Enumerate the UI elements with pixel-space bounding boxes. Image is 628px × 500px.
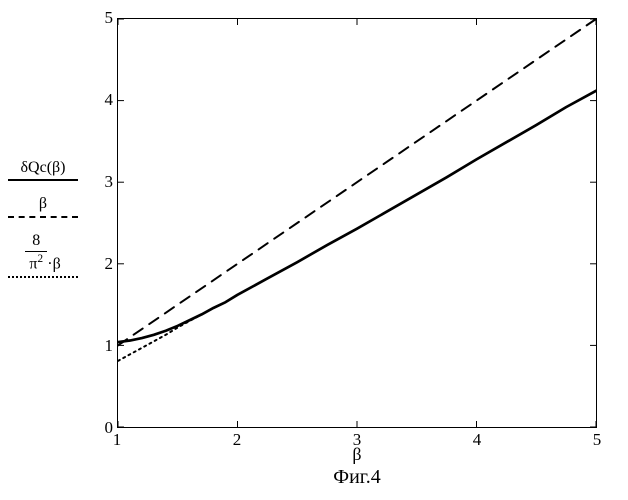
legend-frac-den: π2 [25, 253, 47, 274]
y-tick-label: 1 [83, 336, 113, 356]
y-tick-label: 4 [83, 90, 113, 110]
figure-container: δQc(β) β 8 π2 ·β 012345 12345 β Фиг.4 [0, 0, 628, 500]
x-axis-label: β [117, 444, 597, 465]
legend-marker-dotted [8, 276, 78, 278]
legend-frac-bar [25, 251, 47, 252]
legend-label-deltaQc: δQc(β) [21, 159, 66, 176]
legend: δQc(β) β 8 π2 ·β [8, 155, 78, 292]
y-tick-label: 2 [83, 254, 113, 274]
series-deltaQc [118, 91, 596, 342]
legend-marker-dashed [8, 216, 78, 218]
y-tick-label: 3 [83, 172, 113, 192]
plot-area [117, 18, 597, 428]
figure-caption: Фиг.4 [117, 466, 597, 489]
legend-frac-num: 8 [25, 232, 47, 250]
series-beta [118, 19, 596, 345]
legend-entry-solid: δQc(β) [8, 159, 78, 177]
plot-svg [118, 19, 596, 427]
legend-frac-tail: ·β [47, 256, 60, 273]
legend-marker-solid [8, 179, 78, 181]
legend-entry-dotted: 8 π2 ·β [8, 232, 78, 274]
legend-label-beta: β [39, 195, 47, 212]
legend-entry-dashed: β [8, 195, 78, 213]
y-tick-label: 5 [83, 8, 113, 28]
